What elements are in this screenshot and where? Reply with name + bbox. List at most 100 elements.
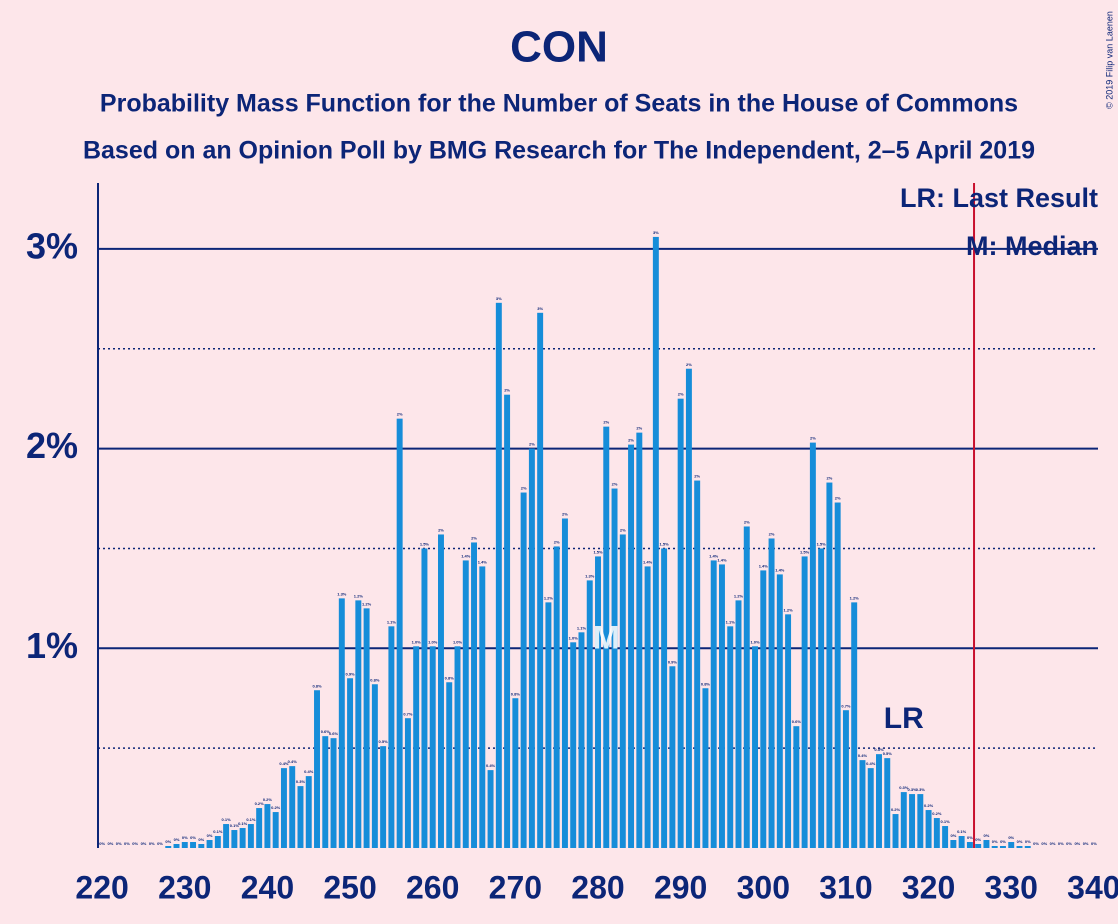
bar: [900, 792, 907, 848]
bar: [520, 492, 527, 848]
bar: [611, 488, 618, 848]
value-label: 0%: [1074, 841, 1080, 846]
value-label: 0.7%: [841, 703, 851, 708]
bar: [280, 768, 287, 848]
bar: [190, 842, 197, 848]
value-label: 1.0%: [750, 639, 760, 644]
value-label: 0.6%: [329, 731, 339, 736]
bar: [809, 442, 816, 848]
y-tick-label: 2%: [26, 425, 78, 466]
x-tick-label: 250: [323, 869, 376, 905]
value-label: 0%: [190, 835, 196, 840]
bar: [760, 570, 767, 848]
value-label: 0%: [141, 841, 147, 846]
value-label: 0%: [116, 841, 122, 846]
bar: [628, 444, 635, 848]
value-label: 0.1%: [957, 829, 967, 834]
bar: [181, 842, 188, 848]
bar: [909, 794, 916, 848]
y-tick-label: 1%: [26, 625, 78, 666]
bar: [661, 548, 668, 848]
value-label: 3%: [496, 296, 502, 301]
bar: [471, 542, 478, 848]
value-label: 1.1%: [726, 619, 736, 624]
value-label: 0.4%: [288, 759, 298, 764]
bar: [545, 602, 552, 848]
value-label: 0%: [967, 835, 973, 840]
value-label: 0%: [174, 837, 180, 842]
value-label: 0%: [157, 841, 163, 846]
bar: [363, 608, 370, 848]
x-tick-label: 310: [819, 869, 872, 905]
bar: [429, 646, 436, 848]
bar: [999, 846, 1006, 848]
value-label: 1.5%: [660, 542, 670, 547]
bar: [851, 602, 858, 848]
x-tick-label: 220: [75, 869, 128, 905]
bar: [239, 828, 246, 848]
value-label: 0.4%: [866, 761, 876, 766]
value-label: 1.5%: [800, 550, 810, 555]
value-label: 0%: [1066, 841, 1072, 846]
bar: [834, 502, 841, 848]
value-label: 2%: [636, 426, 642, 431]
value-label: 0%: [182, 835, 188, 840]
bar: [644, 566, 651, 848]
value-label: 2%: [612, 482, 618, 487]
bar: [785, 614, 792, 848]
value-label: 1.2%: [354, 593, 364, 598]
bar: [231, 830, 238, 848]
value-label: 1.0%: [569, 635, 579, 640]
bar: [487, 770, 494, 848]
value-label: 2%: [603, 420, 609, 425]
bar: [247, 824, 254, 848]
bar: [793, 726, 800, 848]
bar: [272, 812, 279, 848]
value-label: 2%: [769, 532, 775, 537]
value-label: 3%: [653, 230, 659, 235]
x-tick-label: 260: [406, 869, 459, 905]
x-tick-label: 230: [158, 869, 211, 905]
bar: [876, 754, 882, 848]
value-label: 0.1%: [941, 819, 951, 824]
value-label: 1.1%: [387, 619, 397, 624]
bar: [314, 690, 320, 848]
bar: [537, 312, 544, 848]
bar: [752, 646, 758, 848]
bar: [504, 394, 511, 848]
bar: [512, 698, 519, 848]
value-label: 0%: [1017, 839, 1023, 844]
value-label: 0.2%: [263, 797, 273, 802]
value-label: 0%: [198, 837, 204, 842]
value-label: 2%: [504, 388, 510, 393]
bar: [561, 518, 568, 848]
value-label: 2%: [835, 496, 841, 501]
bar: [983, 840, 990, 848]
legend-note: LR: Last Result: [900, 183, 1098, 213]
bar: [371, 684, 378, 848]
value-label: 1.5%: [817, 542, 827, 547]
value-label: 0.1%: [222, 817, 232, 822]
chart-subtitle: Probability Mass Function for the Number…: [100, 90, 1018, 118]
x-tick-label: 270: [489, 869, 542, 905]
bar: [322, 736, 329, 848]
bar: [727, 626, 734, 848]
bar: [1024, 846, 1031, 848]
bar: [958, 836, 965, 848]
bar: [826, 482, 833, 848]
bar: [768, 538, 775, 848]
bar: [735, 600, 742, 848]
value-label: 0.3%: [296, 779, 306, 784]
bar: [264, 804, 271, 848]
value-label: 0%: [124, 841, 130, 846]
value-label: 0%: [207, 833, 213, 838]
value-label: 2%: [620, 528, 626, 533]
bar: [677, 398, 684, 848]
bar: [380, 746, 387, 848]
x-tick-label: 300: [737, 869, 790, 905]
value-label: 0%: [975, 837, 981, 842]
bar: [578, 632, 585, 848]
value-label: 0.2%: [932, 811, 942, 816]
value-label: 0%: [165, 839, 171, 844]
value-label: 2%: [554, 540, 560, 545]
